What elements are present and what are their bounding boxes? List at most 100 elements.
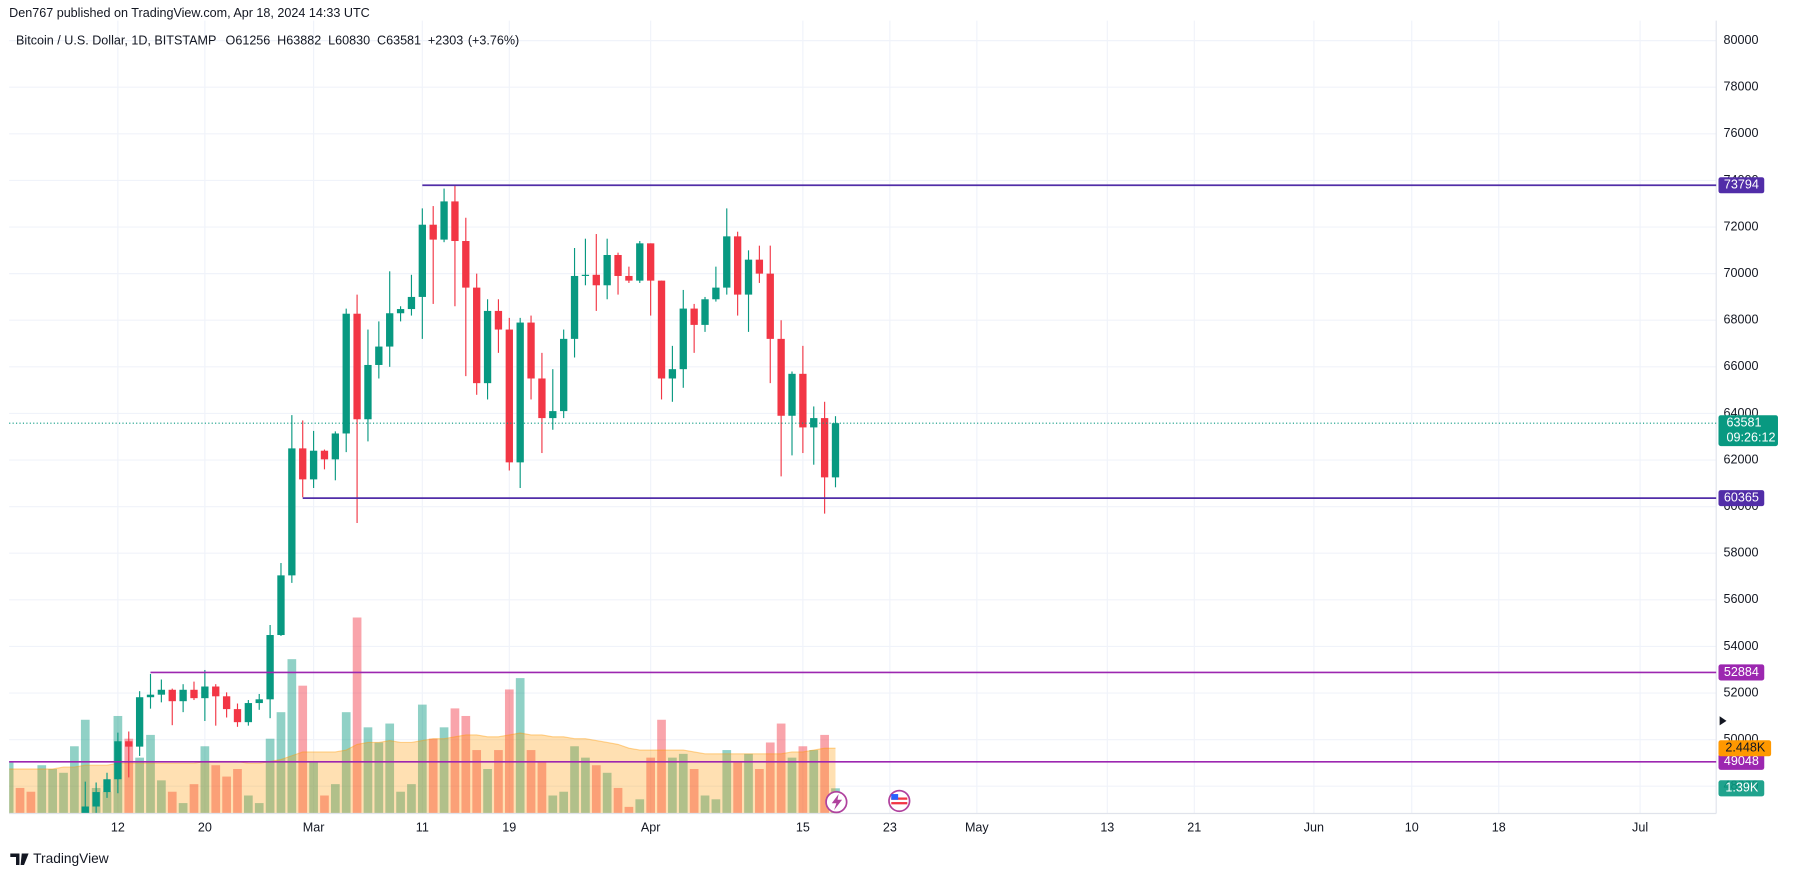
volume-bar xyxy=(765,742,775,814)
x-tick-label: Jul xyxy=(1632,821,1648,835)
volume-bar xyxy=(624,806,634,814)
volume-bar xyxy=(483,768,492,814)
level-tag xyxy=(1718,664,1765,681)
candle-body xyxy=(299,448,307,480)
candle-body xyxy=(799,373,807,428)
volume-bar xyxy=(787,757,797,814)
volume-bar xyxy=(570,746,579,814)
volume-bar xyxy=(363,727,373,814)
volume-bar xyxy=(581,757,590,814)
scroll-arrow xyxy=(1719,716,1727,726)
volume-bar xyxy=(167,791,177,814)
candle-body xyxy=(820,418,829,478)
level-tag-label: 60365 xyxy=(1724,490,1759,504)
volume-bar xyxy=(233,768,242,814)
x-tick-label: Mar xyxy=(303,821,325,835)
level-tag-label: 52884 xyxy=(1724,665,1759,679)
candle-body xyxy=(527,322,535,379)
volume-bar xyxy=(711,799,721,814)
level-tag xyxy=(1718,753,1765,770)
x-tick-label: 18 xyxy=(1492,821,1506,835)
candle-body xyxy=(549,411,557,419)
candle-body xyxy=(386,313,394,347)
volume-bar xyxy=(689,768,699,814)
y-tick-label: 54000 xyxy=(1724,639,1759,653)
flag-stripe xyxy=(891,802,908,805)
volume-bar xyxy=(59,772,68,814)
volume-bar xyxy=(352,617,362,814)
candle-body xyxy=(592,274,600,286)
candle-body xyxy=(570,275,579,339)
x-tick-label: 20 xyxy=(198,821,212,835)
flag-stripe xyxy=(891,797,908,800)
legend-value: 60830 xyxy=(335,34,370,48)
volume-bar xyxy=(809,750,819,814)
volume-bar xyxy=(472,750,482,814)
volume-bar xyxy=(265,738,275,814)
event-icon xyxy=(888,789,911,813)
candle-body xyxy=(614,254,622,276)
volume-bar xyxy=(722,750,732,814)
volume-bar xyxy=(515,678,525,814)
x-tick-label: Apr xyxy=(641,821,661,835)
footer-brand: TradingView xyxy=(33,851,109,866)
x-tick-label: 11 xyxy=(416,821,429,835)
volume-bar xyxy=(146,734,155,814)
y-tick-label: 52000 xyxy=(1724,685,1759,699)
volume-bar xyxy=(504,689,514,814)
volume-bar xyxy=(26,791,36,814)
candle-body xyxy=(201,686,209,699)
candle-body xyxy=(255,699,263,704)
volume-bar xyxy=(211,765,221,814)
candle-body xyxy=(320,450,329,460)
level-tag-label: 49048 xyxy=(1724,754,1759,768)
flag-canton xyxy=(891,794,899,800)
y-tick-label: 80000 xyxy=(1724,33,1759,47)
candle-body xyxy=(375,346,383,365)
candle-body xyxy=(92,792,100,807)
volume-bar xyxy=(548,795,558,814)
y-tick-label: 72000 xyxy=(1724,219,1759,233)
candle-body xyxy=(636,243,644,281)
candle-body xyxy=(690,308,698,325)
volume-bar xyxy=(178,803,188,814)
candle-body xyxy=(810,418,818,428)
legend: Bitcoin / U.S. Dollar, 1D, BITSTAMP O 612… xyxy=(16,34,519,48)
candle-body xyxy=(679,308,687,370)
candle-body xyxy=(277,575,285,636)
volume-bar xyxy=(157,780,166,814)
volume-bar xyxy=(298,685,308,814)
level-tag xyxy=(1718,490,1765,507)
legend-value: 63882 xyxy=(286,34,321,48)
candle-body xyxy=(494,310,503,330)
volume-bar xyxy=(37,765,47,814)
volume-bar xyxy=(102,791,112,814)
plot-area xyxy=(9,185,840,814)
event-icon-bolt xyxy=(831,794,843,811)
candle-body xyxy=(190,689,198,699)
volume-ma-line xyxy=(9,732,836,770)
y-tick-label: 66000 xyxy=(1724,359,1759,373)
volume-bar xyxy=(244,795,253,814)
volume-bar xyxy=(635,799,645,814)
candle-body xyxy=(212,686,220,697)
volume-bar xyxy=(189,784,199,814)
candle-body xyxy=(538,378,546,419)
volume-bar xyxy=(254,803,264,814)
volume-bar xyxy=(287,659,297,814)
candle-body xyxy=(81,806,89,814)
candle-body xyxy=(668,369,677,379)
candle-body xyxy=(309,450,318,480)
level-tag xyxy=(1718,177,1765,194)
x-tick-label: May xyxy=(965,821,989,835)
legend-change: +2303 xyxy=(428,34,463,48)
volume-bar xyxy=(776,723,786,814)
candle-body xyxy=(125,741,133,747)
x-tick-label: 12 xyxy=(111,821,125,835)
volume-bar xyxy=(135,757,144,814)
x-tick-label: Jun xyxy=(1304,821,1324,835)
level-tag-label: 73794 xyxy=(1724,178,1759,192)
candle-body xyxy=(603,254,611,286)
candle-body xyxy=(222,696,231,710)
volume-bar xyxy=(396,791,405,814)
